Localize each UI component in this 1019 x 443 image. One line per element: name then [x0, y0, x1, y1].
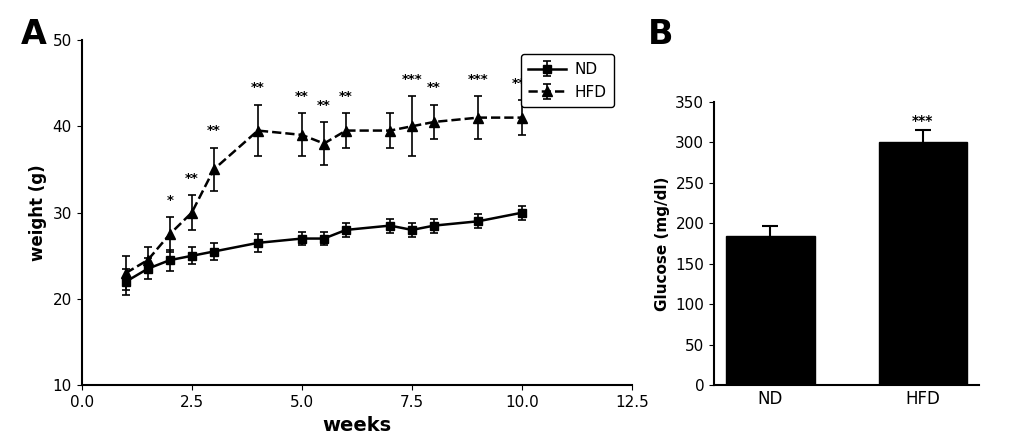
X-axis label: weeks: weeks [322, 416, 391, 435]
Text: **: ** [338, 90, 353, 103]
Text: ***: *** [911, 114, 932, 128]
Legend: ND, HFD: ND, HFD [520, 54, 613, 107]
Bar [877, 142, 966, 385]
Text: B: B [647, 18, 673, 51]
Text: ***: *** [512, 77, 532, 90]
Text: ***: *** [468, 73, 488, 85]
Text: *: * [166, 194, 173, 206]
Text: **: ** [427, 82, 440, 94]
Text: ***: *** [401, 73, 422, 85]
Text: **: ** [184, 172, 199, 185]
Text: **: ** [317, 99, 330, 112]
Bar [726, 236, 814, 385]
Text: A: A [20, 18, 46, 51]
Y-axis label: Glucose (mg/dl): Glucose (mg/dl) [654, 176, 669, 311]
Text: **: ** [294, 90, 309, 103]
Text: **: ** [207, 124, 220, 137]
Text: **: ** [251, 82, 265, 94]
Y-axis label: weight (g): weight (g) [29, 164, 47, 261]
